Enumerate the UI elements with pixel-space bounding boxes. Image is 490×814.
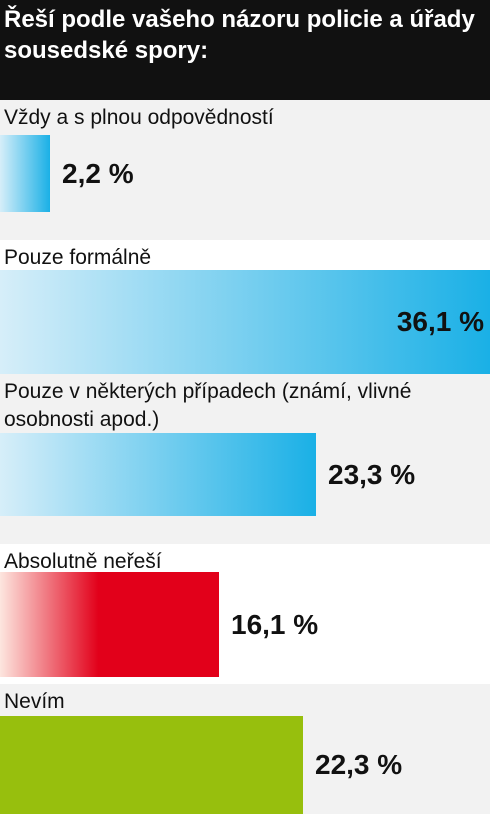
chart-title: Řeší podle vašeho názoru policie a úřady… (4, 6, 475, 64)
bar-row-nekdy: Pouze v některých případech (známí, vliv… (0, 374, 490, 544)
category-label: Nevím (4, 690, 65, 713)
bar (0, 572, 219, 677)
data-label: 22,3 % (315, 749, 403, 780)
data-label: 36,1 % (396, 306, 484, 337)
data-label: 23,3 % (328, 458, 416, 490)
category-label: Pouze formálně (4, 246, 152, 269)
category-label: Absolutně neřeší (4, 550, 162, 573)
bar (0, 270, 490, 374)
bar-row-nevim: Nevím 22,3 % (0, 684, 490, 814)
category-label: Pouze v některých případech (známí, vliv… (4, 380, 412, 431)
bar (0, 135, 50, 212)
category-label: Vždy a s plnou odpovědností (4, 106, 274, 129)
bar (0, 716, 303, 814)
bar-row-vzdy: Vždy a s plnou odpovědností 2,2 % (0, 100, 490, 240)
data-label: 16,1 % (231, 608, 319, 640)
bar-row-neresi: Absolutně neřeší 16,1 % (0, 544, 490, 684)
bar-row-formalne: Pouze formálně 36,1 % (0, 240, 490, 374)
data-label: 2,2 % (62, 157, 134, 189)
bar (0, 433, 316, 516)
title-banner: Řeší podle vašeho názoru policie a úřady… (0, 0, 490, 100)
